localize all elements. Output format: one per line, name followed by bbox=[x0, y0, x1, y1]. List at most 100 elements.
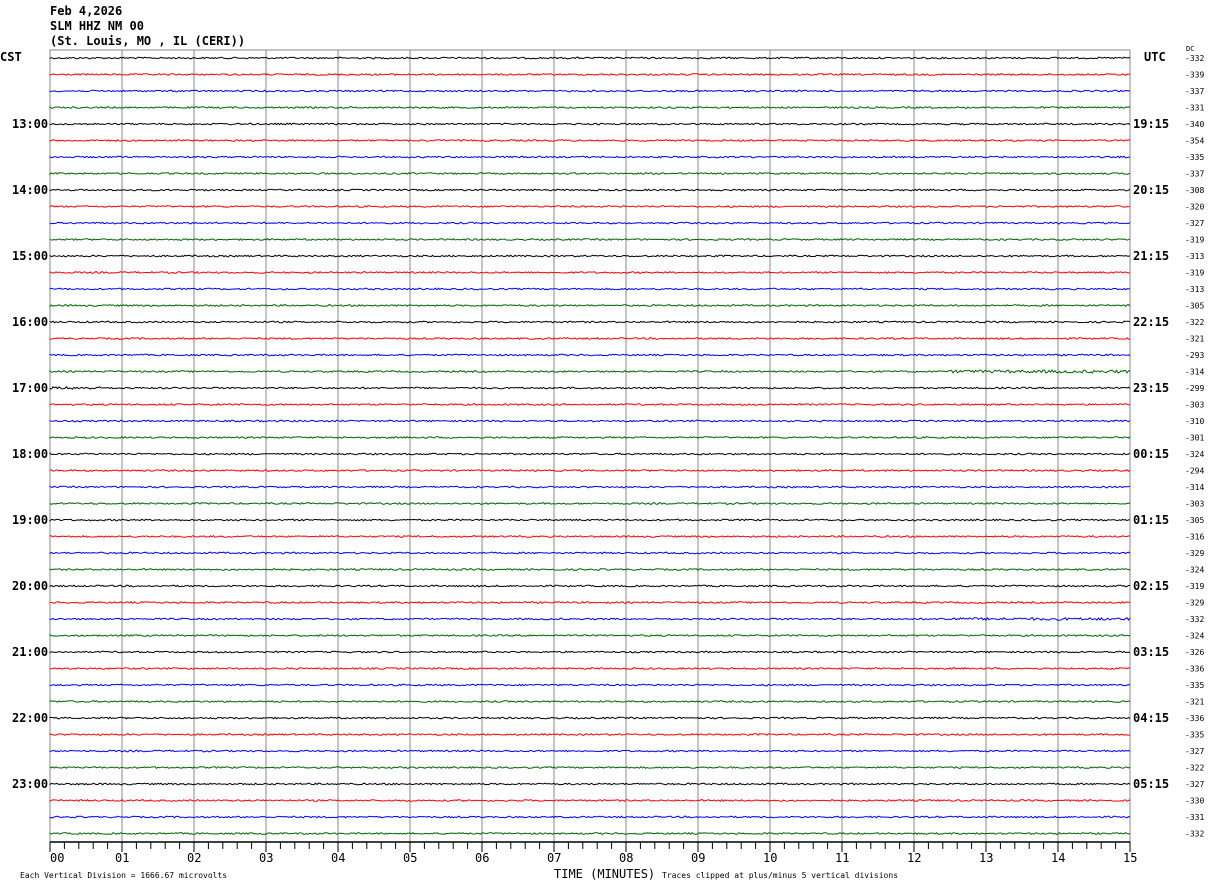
station-label: SLM HHZ NM 00 bbox=[50, 19, 144, 33]
seismic-trace bbox=[49, 468, 1131, 472]
dc-offset-label: -336 bbox=[1185, 714, 1204, 723]
seismic-trace bbox=[49, 139, 1131, 142]
dc-offset-label: -314 bbox=[1185, 483, 1204, 492]
seismic-trace bbox=[49, 122, 1131, 126]
utc-hour-label: 20:15 bbox=[1133, 183, 1169, 197]
seismic-trace bbox=[50, 600, 1131, 605]
x-tick-label: 10 bbox=[763, 851, 777, 865]
seismic-trace bbox=[49, 56, 1131, 60]
seismic-trace bbox=[49, 584, 1130, 588]
utc-hour-label: 23:15 bbox=[1133, 381, 1169, 395]
x-tick-label: 14 bbox=[1051, 851, 1065, 865]
cst-hour-label: 17:00 bbox=[12, 381, 48, 395]
seismic-trace bbox=[49, 501, 1131, 505]
seismic-trace bbox=[49, 155, 1131, 159]
seismic-trace bbox=[49, 732, 1131, 736]
seismic-trace bbox=[49, 353, 1131, 357]
dc-offset-label: -335 bbox=[1185, 681, 1204, 690]
dc-offset-label: -313 bbox=[1185, 252, 1204, 261]
dc-offset-label: -305 bbox=[1185, 302, 1204, 311]
dc-offset-label: -319 bbox=[1185, 269, 1204, 278]
seismic-trace bbox=[49, 650, 1131, 654]
dc-offset-label: -313 bbox=[1185, 285, 1204, 294]
seismic-trace bbox=[49, 386, 1131, 390]
dc-offset-label: -321 bbox=[1185, 698, 1204, 707]
dc-offset-label: -329 bbox=[1185, 549, 1204, 558]
dc-offset-label: -301 bbox=[1185, 434, 1204, 443]
dc-offset-label: -316 bbox=[1185, 533, 1204, 542]
dc-offset-label: -336 bbox=[1185, 665, 1204, 674]
dc-offset-label: -331 bbox=[1185, 104, 1204, 113]
x-tick-label: 04 bbox=[331, 851, 345, 865]
seismic-trace bbox=[49, 535, 1131, 538]
cst-hour-label: 15:00 bbox=[12, 249, 48, 263]
seismic-trace bbox=[49, 369, 1131, 374]
seismic-trace bbox=[49, 403, 1131, 406]
x-tick-label: 06 bbox=[475, 851, 489, 865]
dc-offset-label: -327 bbox=[1185, 219, 1204, 228]
x-tick-label: 09 bbox=[691, 851, 705, 865]
seismic-trace bbox=[49, 567, 1131, 572]
seismic-trace bbox=[49, 172, 1131, 176]
utc-hour-label: 04:15 bbox=[1133, 711, 1169, 725]
x-tick-label: 08 bbox=[619, 851, 633, 865]
dc-offset-label: -305 bbox=[1185, 516, 1204, 525]
dc-offset-label: -327 bbox=[1185, 780, 1204, 789]
utc-hour-label: 03:15 bbox=[1133, 645, 1169, 659]
cst-hour-label: 14:00 bbox=[12, 183, 48, 197]
dc-offset-label: -332 bbox=[1185, 54, 1204, 63]
x-tick-label: 15 bbox=[1123, 851, 1137, 865]
utc-hour-label: 19:15 bbox=[1133, 117, 1169, 131]
location-label: (St. Louis, MO , IL (CERI)) bbox=[50, 34, 246, 48]
dc-offset-label: -326 bbox=[1185, 648, 1204, 657]
seismic-trace bbox=[49, 237, 1131, 241]
dc-offset-label: -329 bbox=[1185, 599, 1204, 608]
dc-offset-label: -299 bbox=[1185, 384, 1204, 393]
dc-offset-label: -303 bbox=[1185, 500, 1204, 509]
dc-label: DC bbox=[1186, 45, 1194, 53]
dc-offset-label: -293 bbox=[1185, 351, 1204, 360]
utc-hour-label: 21:15 bbox=[1133, 249, 1169, 263]
seismic-trace bbox=[49, 204, 1131, 208]
utc-hour-label: 01:15 bbox=[1133, 513, 1169, 527]
seismic-trace bbox=[49, 287, 1131, 291]
utc-hour-label: 05:15 bbox=[1133, 777, 1169, 791]
clip-note: Traces clipped at plus/minus 5 vertical … bbox=[662, 871, 898, 880]
dc-offset-label: -335 bbox=[1185, 731, 1204, 740]
dc-offset-label: -322 bbox=[1185, 764, 1204, 773]
dc-offset-label: -339 bbox=[1185, 71, 1204, 80]
x-tick-label: 07 bbox=[547, 851, 561, 865]
x-tick-label: 00 bbox=[50, 851, 64, 865]
seismic-trace bbox=[49, 89, 1131, 93]
dc-offset-label: -308 bbox=[1185, 186, 1204, 195]
cst-hour-label: 18:00 bbox=[12, 447, 48, 461]
dc-offset-label: -303 bbox=[1185, 401, 1204, 410]
dc-offset-label: -324 bbox=[1185, 632, 1204, 641]
left-timezone-label: CST bbox=[0, 50, 22, 64]
cst-hour-label: 20:00 bbox=[12, 579, 48, 593]
seismic-trace bbox=[49, 815, 1131, 819]
dc-offset-label: -337 bbox=[1185, 87, 1204, 96]
seismic-trace bbox=[49, 188, 1131, 192]
dc-offset-label: -332 bbox=[1185, 830, 1204, 839]
seismic-trace bbox=[49, 518, 1131, 522]
cst-hour-label: 22:00 bbox=[12, 711, 48, 725]
seismic-trace bbox=[49, 716, 1131, 720]
seismic-trace bbox=[49, 633, 1131, 637]
dc-offset-label: -332 bbox=[1185, 615, 1204, 624]
seismic-trace bbox=[49, 782, 1131, 786]
dc-offset-label: -340 bbox=[1185, 120, 1204, 129]
dc-offset-label: -337 bbox=[1185, 170, 1204, 179]
seismic-trace bbox=[49, 419, 1131, 423]
x-tick-label: 01 bbox=[115, 851, 129, 865]
cst-hour-label: 16:00 bbox=[12, 315, 48, 329]
scale-note: Each Vertical Division = 1666.67 microvo… bbox=[20, 871, 227, 880]
utc-hour-label: 22:15 bbox=[1133, 315, 1169, 329]
dc-offset-label: -324 bbox=[1185, 566, 1204, 575]
seismic-trace bbox=[49, 749, 1131, 753]
dc-offset-label: -320 bbox=[1185, 203, 1204, 212]
x-tick-label: 12 bbox=[907, 851, 921, 865]
seismic-trace bbox=[49, 831, 1131, 836]
seismic-trace bbox=[49, 700, 1131, 703]
